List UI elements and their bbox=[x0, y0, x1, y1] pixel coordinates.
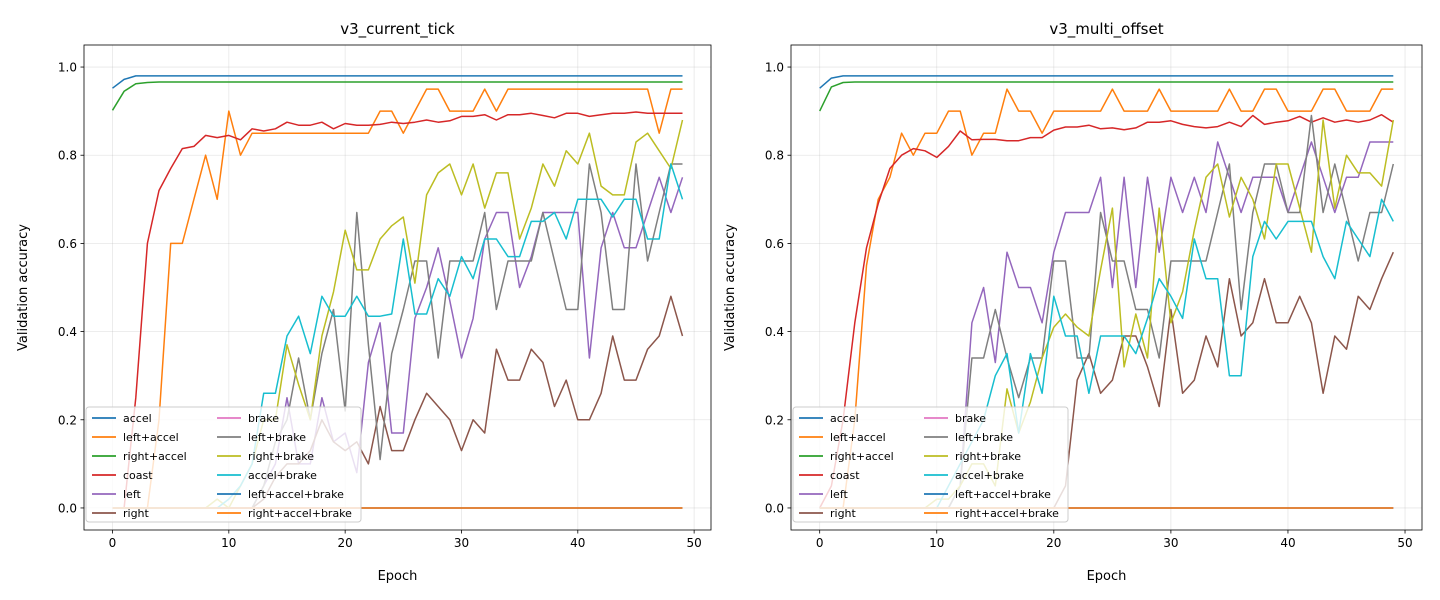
legend-label: left+brake bbox=[955, 431, 1013, 444]
y-tick-label: 0.0 bbox=[58, 501, 77, 515]
legend-label: left+accel+brake bbox=[955, 488, 1051, 501]
legend-label: accel bbox=[123, 412, 152, 425]
y-tick-label: 0.2 bbox=[58, 413, 77, 427]
x-tick-label: 0 bbox=[109, 536, 117, 550]
legend: accel left+accel right+accel coast left right… bbox=[792, 406, 1069, 523]
series-line-right-accel bbox=[111, 81, 683, 111]
legend-label: right+accel+brake bbox=[955, 507, 1059, 520]
chart-title: v3_current_tick bbox=[340, 20, 455, 39]
x-tick-label: 40 bbox=[1280, 536, 1295, 550]
x-tick-label: 0 bbox=[816, 536, 824, 550]
x-tick-label: 30 bbox=[454, 536, 469, 550]
y-tick-label: 0.8 bbox=[58, 149, 77, 163]
series-line-accel bbox=[112, 75, 683, 89]
legend-item: right+accel bbox=[799, 450, 894, 463]
y-tick-label: 1.0 bbox=[765, 61, 784, 75]
legend-item: left+accel bbox=[92, 431, 179, 444]
x-tick-label: 20 bbox=[1046, 536, 1061, 550]
legend-item: left bbox=[799, 488, 849, 501]
legend-label: left+accel+brake bbox=[248, 488, 344, 501]
y-tick-label: 0.0 bbox=[765, 501, 784, 515]
legend-label: brake bbox=[248, 412, 279, 425]
legend: accel left+accel right+accel coast left right… bbox=[85, 406, 362, 523]
legend-item: left bbox=[92, 488, 142, 501]
legend-label: accel+brake bbox=[248, 469, 317, 482]
legend-label: left+accel bbox=[830, 431, 886, 444]
legend-label: left bbox=[123, 488, 142, 501]
x-tick-label: 30 bbox=[1163, 536, 1178, 550]
x-axis-label: Epoch bbox=[378, 569, 418, 584]
legend-item: right+accel+brake bbox=[217, 507, 352, 520]
series-line-left-accel bbox=[819, 88, 1394, 509]
legend-item: right bbox=[92, 507, 150, 520]
legend-label: right+accel+brake bbox=[248, 507, 352, 520]
x-tick-label: 10 bbox=[929, 536, 944, 550]
legend-label: left+accel bbox=[123, 431, 179, 444]
y-tick-label: 0.6 bbox=[58, 237, 77, 251]
legend-label: coast bbox=[123, 469, 153, 482]
legend-item: left+brake bbox=[217, 431, 306, 444]
series-line-coast bbox=[112, 111, 683, 509]
legend-label: right+brake bbox=[248, 450, 314, 463]
y-tick-label: 0.6 bbox=[765, 237, 784, 251]
x-axis-label: Epoch bbox=[1087, 569, 1127, 584]
legend-item: right bbox=[799, 507, 857, 520]
series-line-right-accel bbox=[819, 81, 1394, 112]
chart-0: 0 10 20 30 40 50 0.0 0.2 0.4 0.6 0.8 1.0 v3_current_… bbox=[16, 20, 712, 584]
legend-item: accel bbox=[92, 412, 152, 425]
legend-label: right+brake bbox=[955, 450, 1021, 463]
legend-label: right bbox=[123, 507, 150, 520]
legend-item: left+accel+brake bbox=[217, 488, 344, 501]
y-tick-label: 0.2 bbox=[765, 413, 784, 427]
y-tick-label: 1.0 bbox=[58, 61, 77, 75]
x-tick-label: 10 bbox=[221, 536, 236, 550]
y-axis-label: Validation accuracy bbox=[723, 224, 738, 351]
legend-label: right bbox=[830, 507, 857, 520]
legend-item: brake bbox=[217, 412, 279, 425]
legend-label: left+brake bbox=[248, 431, 306, 444]
chart-title: v3_multi_offset bbox=[1049, 20, 1163, 39]
legend-item: right+brake bbox=[217, 450, 314, 463]
legend-item: coast bbox=[92, 469, 153, 482]
series-line-coast bbox=[819, 113, 1394, 509]
y-axis-label: Validation accuracy bbox=[16, 224, 31, 351]
y-tick-label: 0.4 bbox=[58, 325, 77, 339]
series-line-accel bbox=[819, 75, 1394, 89]
legend-item: coast bbox=[799, 469, 860, 482]
legend-item: left+accel+brake bbox=[924, 488, 1051, 501]
legend-label: right+accel bbox=[123, 450, 187, 463]
legend-item: right+accel bbox=[92, 450, 187, 463]
legend-label: accel+brake bbox=[955, 469, 1024, 482]
x-tick-label: 50 bbox=[686, 536, 701, 550]
legend-item: right+accel+brake bbox=[924, 507, 1059, 520]
legend-item: right+brake bbox=[924, 450, 1021, 463]
legend-label: brake bbox=[955, 412, 986, 425]
legend-item: left+accel bbox=[799, 431, 886, 444]
legend-box bbox=[85, 406, 362, 523]
legend-item: accel bbox=[799, 412, 859, 425]
legend-item: accel+brake bbox=[217, 469, 317, 482]
x-tick-label: 40 bbox=[570, 536, 585, 550]
legend-label: accel bbox=[830, 412, 859, 425]
axes-frame bbox=[83, 44, 712, 531]
legend-box bbox=[792, 406, 1069, 523]
x-tick-label: 50 bbox=[1397, 536, 1412, 550]
legend-label: left bbox=[830, 488, 849, 501]
legend-item: accel+brake bbox=[924, 469, 1024, 482]
chart-1: 0 10 20 30 40 50 0.0 0.2 0.4 0.6 0.8 1.0 v3_multi_of… bbox=[723, 20, 1423, 584]
legend-item: left+brake bbox=[924, 431, 1013, 444]
y-tick-label: 0.8 bbox=[765, 149, 784, 163]
legend-label: coast bbox=[830, 469, 860, 482]
y-tick-label: 0.4 bbox=[765, 325, 784, 339]
x-tick-label: 20 bbox=[338, 536, 353, 550]
legend-label: right+accel bbox=[830, 450, 894, 463]
legend-item: brake bbox=[924, 412, 986, 425]
axes-frame bbox=[790, 44, 1423, 531]
